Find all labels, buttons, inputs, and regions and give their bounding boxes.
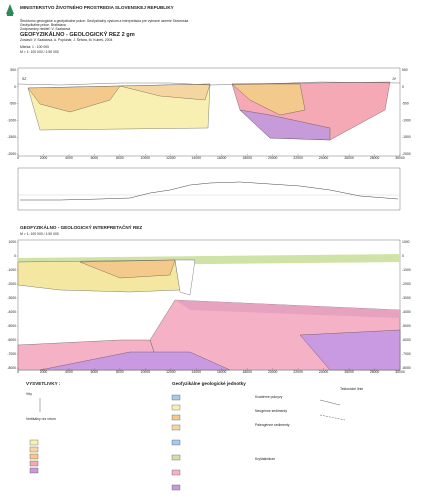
y-tick-label: -7000	[7, 352, 16, 356]
x-tick-label: 14000	[192, 156, 202, 160]
x-tick-label: 20000	[268, 370, 278, 374]
header-line: Štrukturno geologické a geofyzikálne prá…	[20, 18, 188, 23]
x-tick-label: 18000	[242, 370, 252, 374]
section-title: GEOFYZIKÁLNO - GEOLOGICKÝ INTERPRETAČNÝ …	[20, 224, 142, 230]
profile-end: SZ	[22, 77, 26, 81]
x-tick-label: 4000	[65, 370, 73, 374]
scale: Mierka: 1 : 100 000	[20, 45, 49, 49]
x-tick-label: 20000	[268, 156, 278, 160]
y-tick-label: -2000	[402, 152, 411, 156]
legend-text: Kvartérne pokryvy	[255, 395, 283, 399]
profile-end: JV	[392, 77, 397, 81]
x-tick-label: 8000	[116, 370, 124, 374]
x-tick-label: 12000	[166, 156, 176, 160]
y-tick-label: -8000	[7, 366, 16, 370]
x-tick-label: 0	[17, 156, 19, 160]
legend-heading: Geofyzikálne geologické jednotky	[172, 381, 246, 386]
y-tick-label: 1000	[402, 240, 410, 244]
x-tick-label: 28000	[370, 370, 380, 374]
y-tick-label: -4000	[402, 310, 411, 314]
x-tick-label: 18000	[242, 156, 252, 160]
x-tick-label: 0	[17, 370, 19, 374]
legend: VYSVETLIVKY : Vrty Vertikálny rez vrtom …	[26, 381, 363, 491]
logo	[6, 4, 14, 16]
section-title: GEOFYZIKÁLNO - GEOLOGICKÝ REZ 2 gm	[20, 31, 135, 38]
header-line: Zodpovedný riešiteľ: V. Szalaiová	[20, 27, 70, 31]
x-tick-label: 6000	[91, 156, 99, 160]
profile	[17, 167, 401, 211]
header-line: Geofyzikálne práce, Bratislava	[20, 23, 66, 27]
y-tick-label: -1000	[402, 118, 411, 122]
y-tick-label: -5000	[402, 324, 411, 328]
legend-text: Neogénne sedimenty	[255, 409, 287, 413]
section-1	[17, 67, 401, 157]
legend-text: Vrty	[26, 392, 32, 396]
y-tick-label: -3000	[7, 296, 16, 300]
legend-text: Paleogénne sedimenty	[255, 423, 290, 427]
y-tick-label: -1000	[7, 118, 16, 122]
x-tick-label: 22000	[293, 156, 303, 160]
y-tick-label: -1500	[402, 135, 411, 139]
y-tick-label: -2000	[7, 152, 16, 156]
y-tick-label: -7000	[402, 352, 411, 356]
x-tick-label: 10000	[141, 156, 151, 160]
y-tick-label: -500	[9, 102, 16, 106]
x-tick-label: 12000	[166, 370, 176, 374]
y-tick-label: -4000	[7, 310, 16, 314]
y-tick-label: -500	[402, 102, 409, 106]
x-tick-label: 30000	[395, 156, 405, 160]
legend-text: Tektonické línie	[340, 387, 363, 391]
y-tick-label: 0	[14, 85, 16, 89]
y-tick-label: -3000	[402, 296, 411, 300]
x-tick-label: 22000	[293, 370, 303, 374]
x-tick-label: 24000	[319, 156, 329, 160]
section-3	[17, 239, 401, 371]
y-tick-label: -6000	[7, 338, 16, 342]
y-tick-label: -1000	[7, 268, 16, 272]
x-tick-label: 26000	[344, 370, 354, 374]
scale: M = 1: 100 000 / 1:50 000	[20, 232, 59, 236]
y-tick-label: 0	[402, 254, 404, 258]
x-tick-label: 30000	[395, 370, 405, 374]
x-tick-label: 14000	[192, 370, 202, 374]
y-tick-label: -6000	[402, 338, 411, 342]
x-tick-label: 8000	[116, 156, 124, 160]
x-tick-label: 2000	[40, 156, 48, 160]
legend-text: Vertikálny rez vrtom	[26, 417, 56, 421]
y-tick-label: 0	[14, 254, 16, 258]
y-tick-label: -2000	[7, 282, 16, 286]
y-tick-label: 500	[10, 68, 16, 72]
legend-text: Kryštalinikum	[255, 457, 275, 461]
x-tick-label: 28000	[370, 156, 380, 160]
y-tick-label: 0	[402, 85, 404, 89]
x-tick-label: 16000	[217, 156, 227, 160]
x-tick-label: 2000	[40, 370, 48, 374]
x-tick-label: 10000	[141, 370, 151, 374]
authors: Zostavil: V. Szalaiová, A. Popluhár, J. …	[20, 37, 113, 42]
x-tick-label: 6000	[91, 370, 99, 374]
y-tick-label: -1000	[402, 268, 411, 272]
legend-title: VYSVETLIVKY :	[26, 381, 61, 386]
scale: M = 1: 100 000 / 1:50 000	[20, 50, 59, 54]
x-tick-label: 16000	[217, 370, 227, 374]
y-tick-label: -1500	[7, 135, 16, 139]
x-tick-label: 4000	[65, 156, 73, 160]
y-tick-label: -2000	[402, 282, 411, 286]
x-tick-label: 24000	[319, 370, 329, 374]
y-tick-label: 500	[402, 68, 408, 72]
y-tick-label: -8000	[402, 366, 411, 370]
y-tick-label: 1000	[8, 240, 16, 244]
y-tick-label: -5000	[7, 324, 16, 328]
ministry: MINISTERSTVO ŽIVOTNÉHO PROSTREDIA SLOVEN…	[20, 3, 174, 10]
x-tick-label: 26000	[344, 156, 354, 160]
